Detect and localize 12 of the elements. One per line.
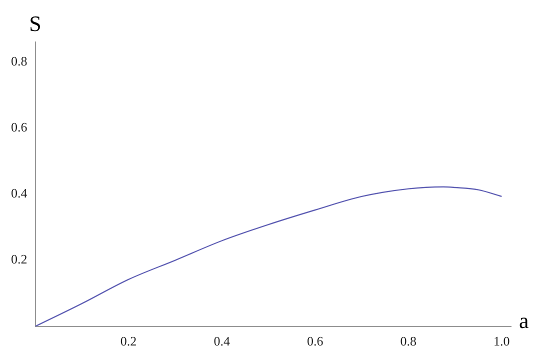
y-tick-label: 0.6 bbox=[11, 119, 28, 134]
y-tick-label: 0.4 bbox=[11, 186, 28, 201]
x-tick-label: 1.0 bbox=[494, 334, 510, 349]
x-tick-label: 0.6 bbox=[306, 334, 324, 349]
y-tick-label: 0.2 bbox=[11, 252, 28, 267]
x-tick-label: 0.4 bbox=[214, 334, 230, 349]
x-tick-label: 0.2 bbox=[120, 334, 137, 349]
x-tick-label: 0.8 bbox=[400, 334, 417, 349]
y-tick-label: 0.8 bbox=[11, 53, 28, 68]
y-axis-title: S bbox=[29, 10, 42, 36]
line-series bbox=[35, 186, 502, 326]
x-axis-title: a bbox=[519, 308, 529, 334]
